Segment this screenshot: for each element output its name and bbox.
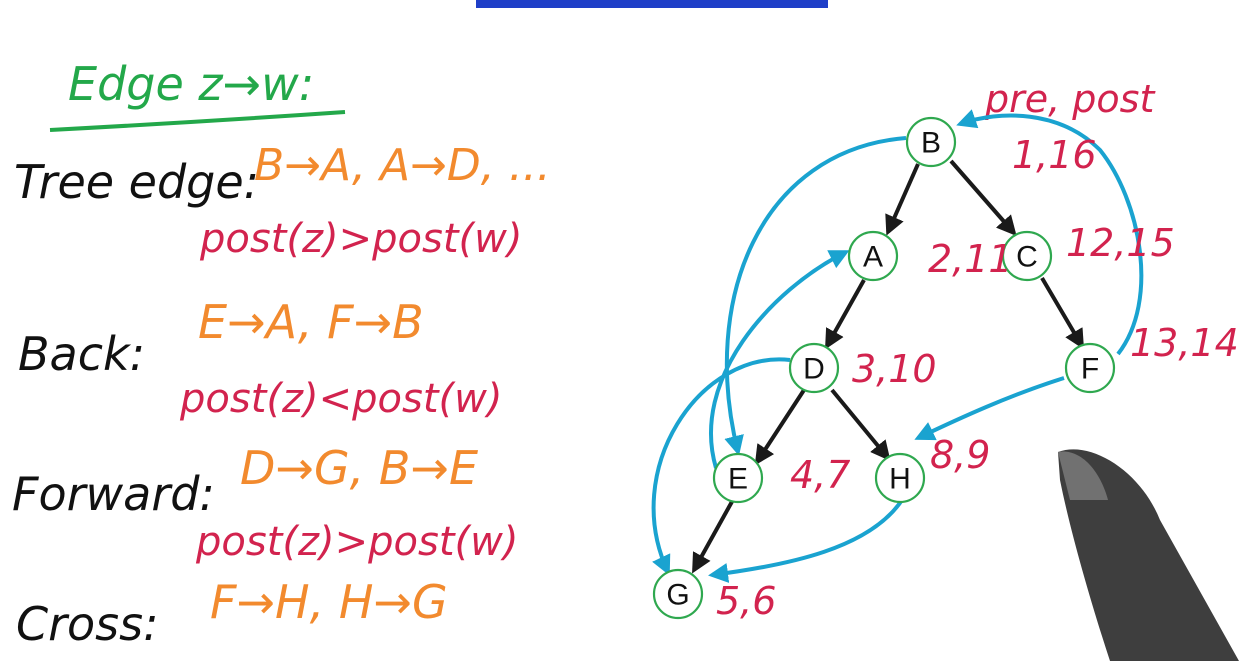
pen-tip-icon [1058, 449, 1239, 661]
node-label: G [666, 579, 689, 612]
graph-node-h: H [874, 452, 926, 504]
node-numbers-d: 3,10 [852, 347, 937, 391]
edge-type-condition: post(z)>post(w) [199, 216, 522, 262]
node-label: B [921, 127, 941, 160]
node-numbers-e: 4,7 [790, 453, 850, 497]
node-label: H [889, 463, 911, 496]
node-numbers-h: 8,9 [930, 433, 990, 477]
forward-edge-d-g [651, 357, 791, 576]
graph-node-d: D [788, 342, 840, 394]
node-numbers-b: 1,16 [1012, 133, 1097, 177]
edge-type-examples: D→G, B→E [240, 441, 478, 495]
edge-type-label: Forward: [12, 467, 215, 521]
tree-edge-b-a [885, 163, 920, 236]
cross-edge-h-g [708, 498, 904, 583]
edge-type-condition: post(z)<post(w) [179, 376, 502, 422]
edge-type-examples: B→A, A→D, ... [254, 140, 551, 191]
node-numbers-a: 2,11 [928, 237, 1013, 281]
node-numbers-c: 12,15 [1066, 221, 1175, 265]
dfs-graph: pre, post B A [651, 77, 1239, 623]
node-label: D [803, 353, 825, 386]
edge-type-cross: Cross: F→H, H→G [16, 575, 448, 651]
tree-edge-d-h [830, 388, 891, 462]
tree-edge-c-f [1040, 276, 1085, 350]
edge-type-forward: Forward: D→G, B→E post(z)>post(w) [12, 441, 518, 565]
tree-edge-e-g [692, 497, 736, 574]
heading: Edge z→w: [68, 57, 314, 111]
graph-node-g: G [652, 568, 704, 620]
edge-type-label: Cross: [16, 597, 159, 651]
edge-type-tree: Tree edge: B→A, A→D, ... post(z)>post(w) [14, 140, 551, 262]
title-underline [476, 0, 828, 8]
back-edge-e-a [709, 250, 850, 469]
graph-node-a: A [847, 230, 899, 282]
tree-edge-b-c [949, 159, 1017, 237]
node-label: A [863, 241, 883, 274]
edge-type-back: Back: E→A, F→B post(z)<post(w) [18, 295, 502, 422]
graph-node-e: E [712, 452, 764, 504]
forward-edge-b-e [724, 136, 907, 456]
edge-type-examples: F→H, H→G [210, 575, 448, 629]
graph-node-f: F [1064, 342, 1116, 394]
edge-type-label: Tree edge: [14, 155, 259, 209]
graph-node-c: C [1001, 230, 1053, 282]
tree-edge-d-e [754, 388, 806, 466]
tree-edges [692, 159, 1085, 574]
node-numbers-f: 13,14 [1130, 321, 1239, 365]
edge-type-label: Back: [18, 327, 145, 381]
node-numbers-g: 5,6 [716, 579, 776, 623]
node-label: E [728, 463, 748, 496]
back-edge-f-b [956, 109, 1144, 356]
cross-edge-f-h [914, 376, 1065, 441]
node-label: F [1081, 353, 1099, 386]
tree-edge-a-d [825, 279, 866, 350]
edge-type-condition: post(z)>post(w) [195, 519, 518, 565]
node-label: C [1016, 241, 1038, 274]
edge-type-examples: E→A, F→B [198, 295, 424, 349]
heading-underline [49, 110, 346, 132]
non-tree-edges [651, 109, 1144, 583]
graph-node-b: B [905, 116, 957, 168]
